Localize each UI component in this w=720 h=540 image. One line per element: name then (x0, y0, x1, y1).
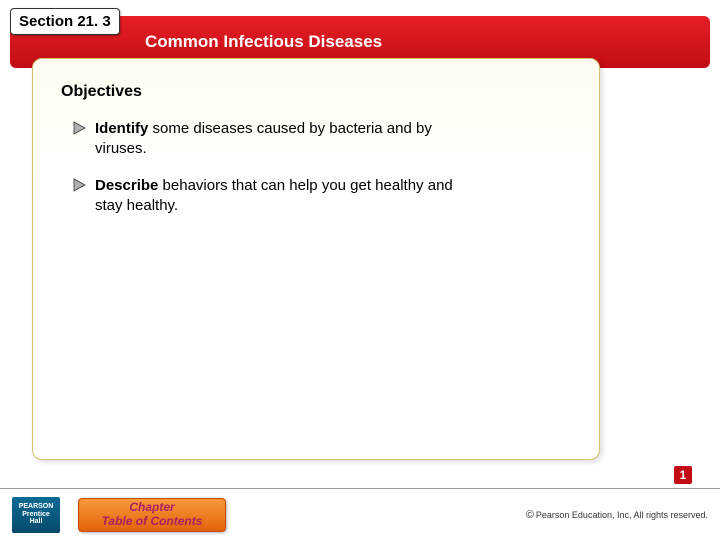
page-number: 1 (674, 466, 692, 484)
objective-text: Identify some diseases caused by bacteri… (95, 119, 475, 160)
chapter-toc-button[interactable]: Chapter Table of Contents (78, 498, 226, 532)
pearson-logo: PEARSON Prentice Hall (12, 497, 60, 533)
objective-text: Describe behaviors that can help you get… (95, 176, 475, 217)
bullet-arrow-icon (73, 121, 87, 135)
footer: PEARSON Prentice Hall Chapter Table of C… (0, 488, 720, 540)
copyright-text: ©Pearson Education, Inc, All rights rese… (526, 509, 708, 521)
section-tab: Section 21. 3 (10, 8, 120, 35)
bullet-arrow-icon (73, 178, 87, 192)
objective-item: Describe behaviors that can help you get… (73, 176, 571, 217)
page-title: Common Infectious Diseases (145, 32, 382, 52)
content-card: Objectives Identify some diseases caused… (32, 58, 600, 460)
objectives-heading: Objectives (61, 83, 571, 101)
objective-item: Identify some diseases caused by bacteri… (73, 119, 571, 160)
